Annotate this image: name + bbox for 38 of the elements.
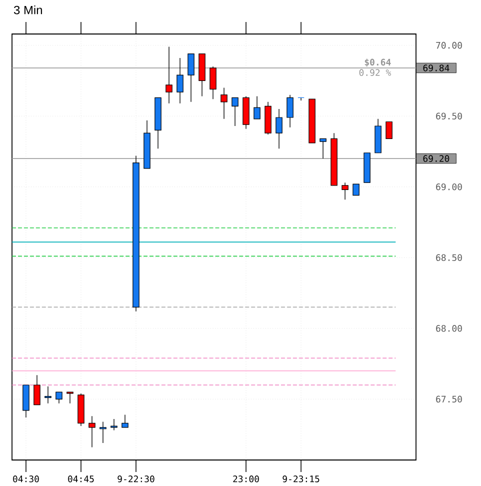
y-tick-label: 69.50: [436, 112, 462, 120]
candlestick: [176, 58, 184, 104]
x-tick-label: 23:00: [233, 476, 259, 482]
candlestick: [220, 87, 228, 120]
y-tick-label: 68.00: [436, 324, 462, 332]
candlestick: [34, 374, 40, 406]
candlestick: [352, 184, 360, 196]
candlestick: [320, 138, 326, 159]
candlestick: [232, 97, 238, 126]
y-tick-label: 69.00: [436, 183, 462, 190]
candlestick: [254, 96, 260, 120]
y-tick-label: 70.00: [436, 42, 462, 49]
candlestick: [110, 418, 118, 431]
candlestick: [44, 386, 52, 404]
candlestick: [166, 46, 172, 104]
annotation: $0.64: [364, 58, 391, 67]
candlestick: [286, 94, 294, 128]
candlestick: [66, 392, 74, 404]
x-tick-label: 9-22:30: [118, 476, 154, 482]
candlestick: [298, 97, 304, 101]
annotation: 0.92 %: [359, 69, 392, 76]
candlestick: [342, 182, 348, 200]
y-tick-label: 67.50: [436, 396, 462, 403]
ref-line-label: 69.84: [423, 64, 450, 72]
x-tick-label: 9-23:15: [282, 476, 320, 482]
candlestick: [188, 53, 194, 102]
candlestick: [210, 66, 216, 100]
candlestick: [100, 421, 106, 444]
x-tick-label: 04:30: [13, 476, 39, 482]
candlestick: [122, 414, 128, 428]
candlestick: [56, 392, 62, 404]
candlestick: [88, 416, 96, 448]
chart-title: 3 Min: [14, 6, 42, 14]
ref-line-label: 69.20: [423, 155, 450, 162]
x-tick-label: 04:45: [68, 476, 94, 482]
candlestick: [276, 108, 282, 149]
y-tick-label: 68.50: [436, 254, 462, 261]
candlestick: [386, 121, 392, 140]
